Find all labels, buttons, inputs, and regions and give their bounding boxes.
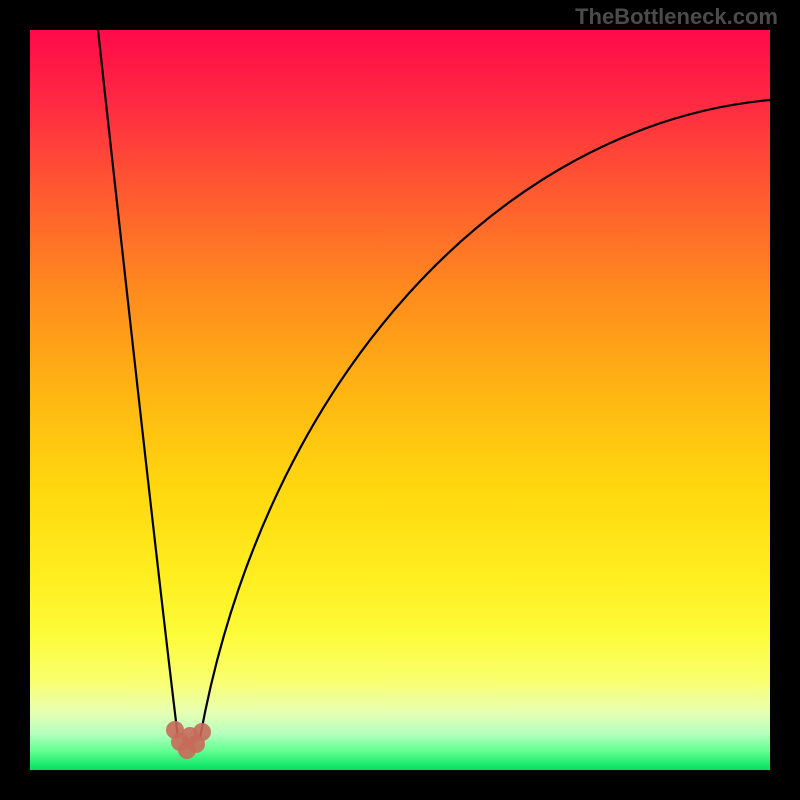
watermark-text: TheBottleneck.com xyxy=(575,4,778,30)
marker-dot xyxy=(181,727,199,745)
gradient-background xyxy=(30,30,770,770)
chart-frame xyxy=(0,0,800,800)
plot-area xyxy=(30,30,770,770)
chart-svg xyxy=(30,30,770,770)
